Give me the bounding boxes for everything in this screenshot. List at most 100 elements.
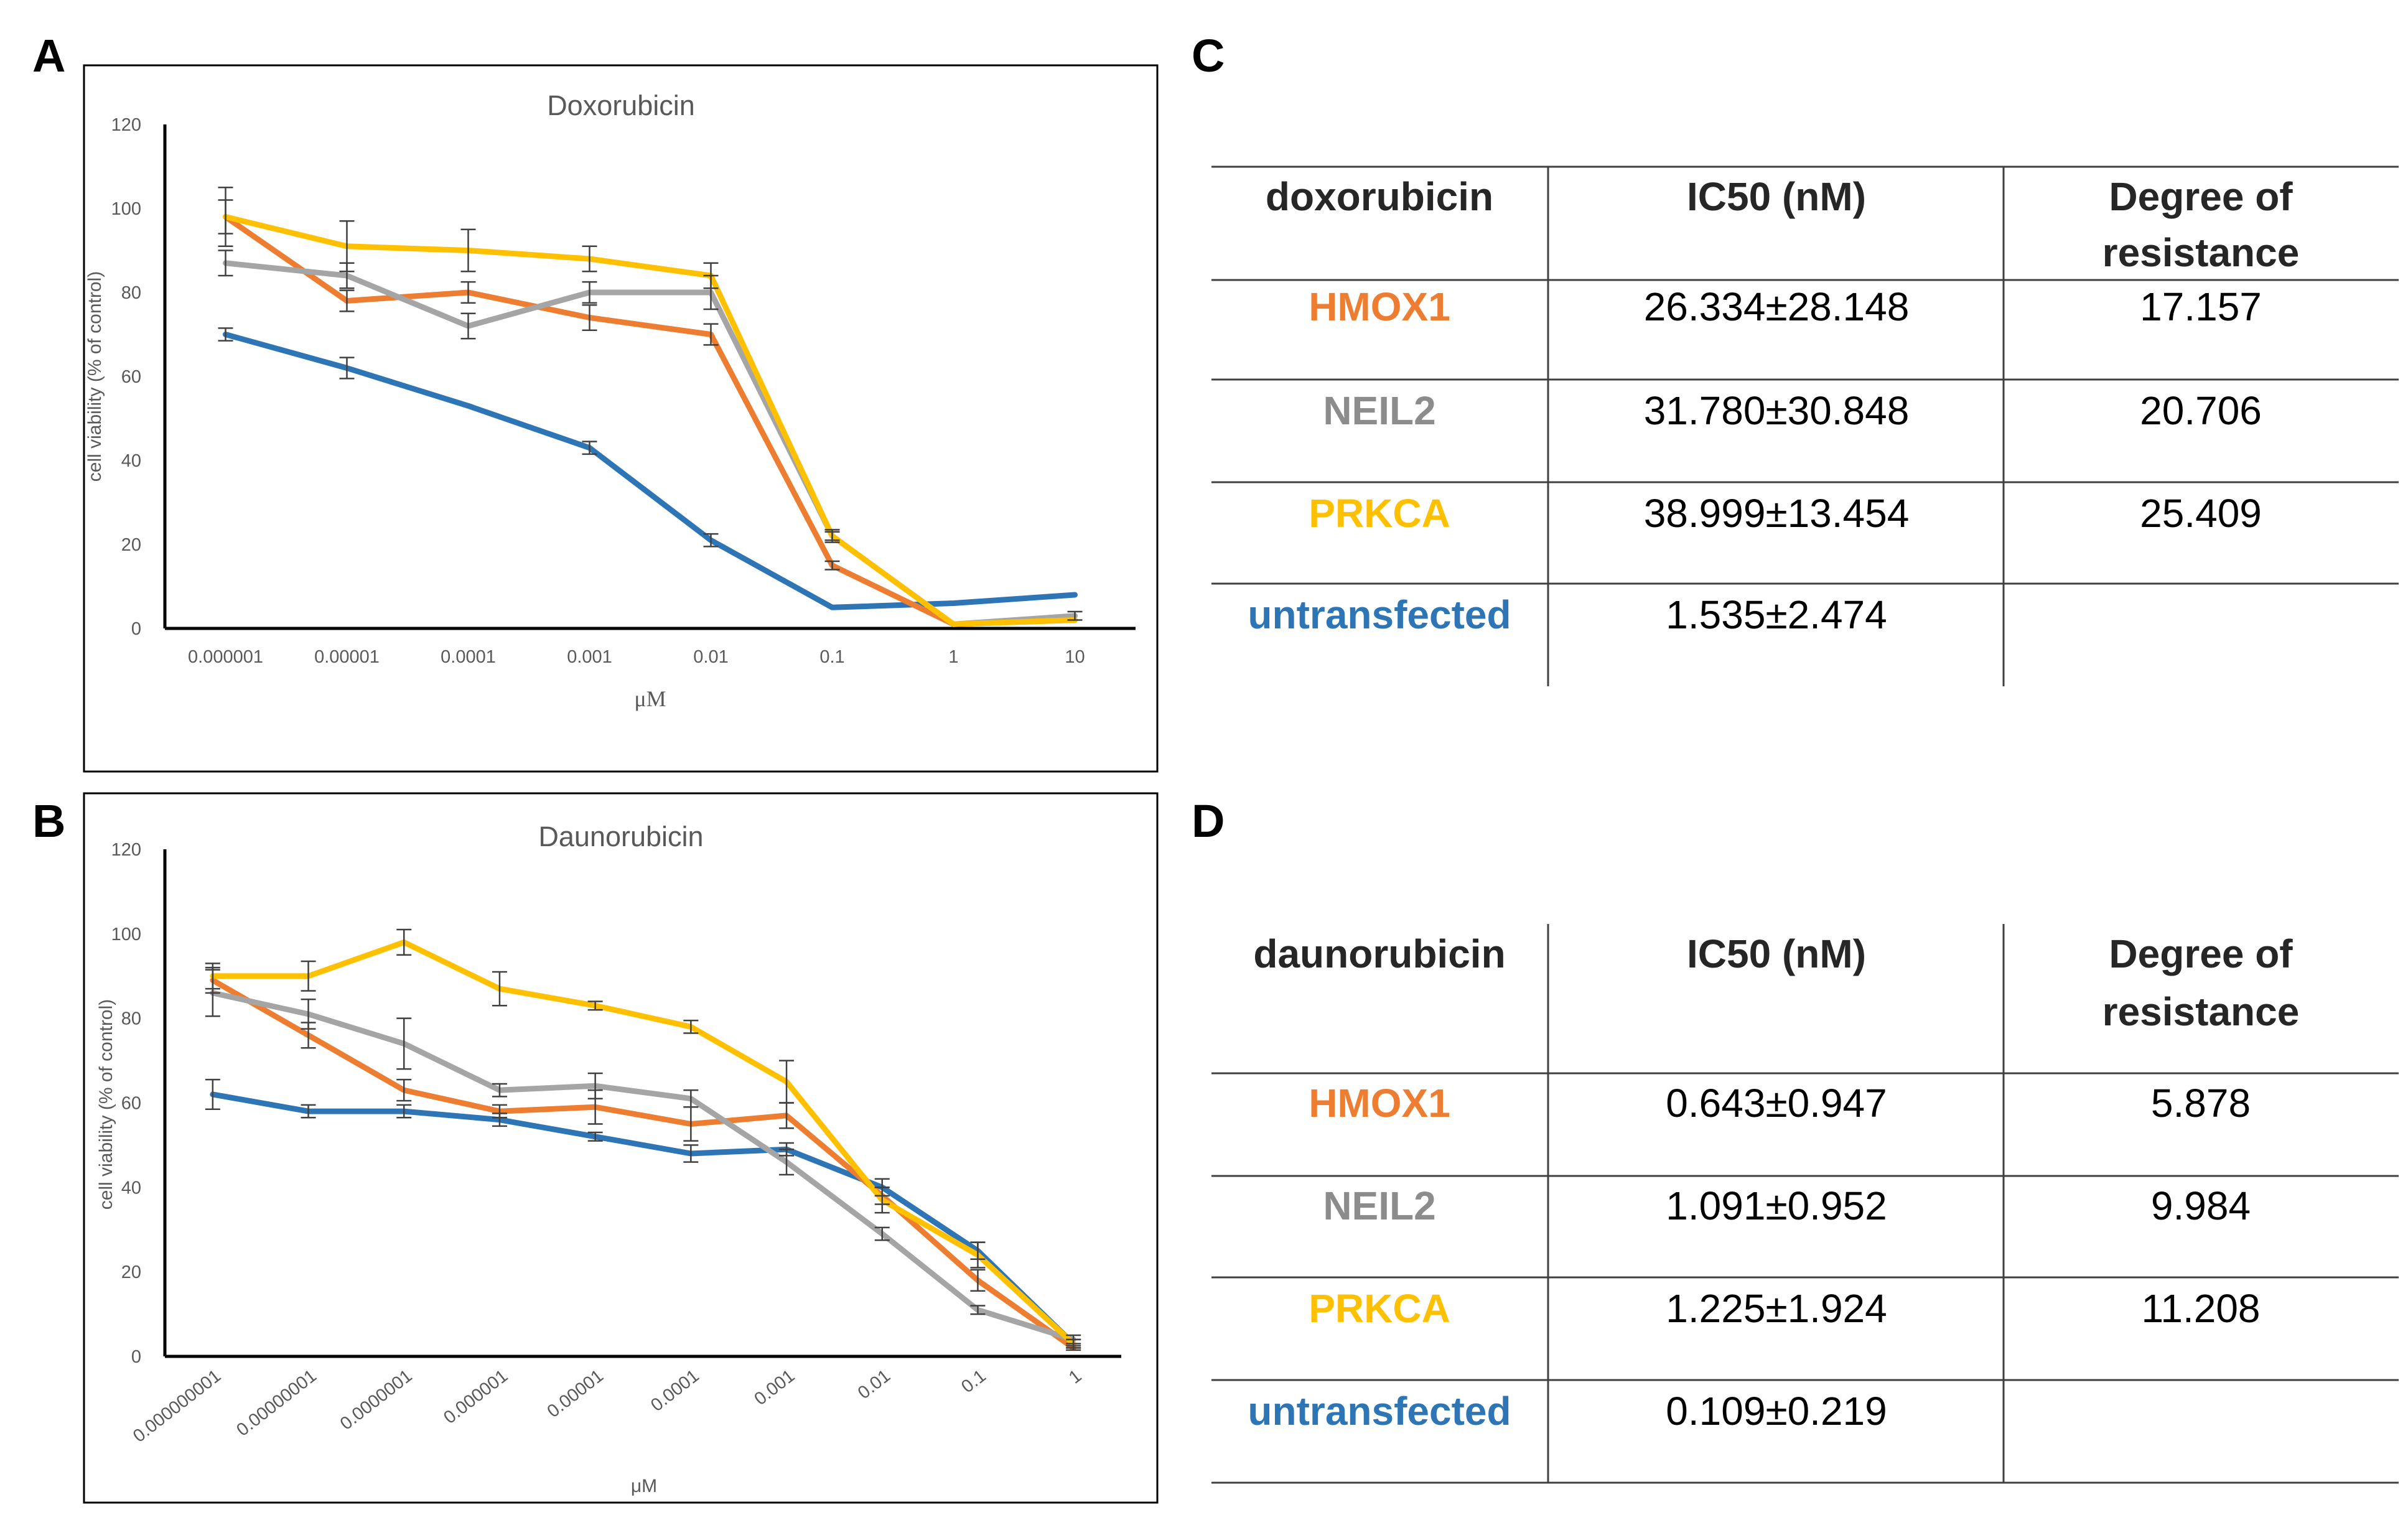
table-c-header-degree: Degree of (2109, 174, 2293, 219)
table-c-row-degree: 17.157 (2140, 284, 2262, 329)
charta-error-bar-untransfected (582, 441, 597, 455)
table-d-header-drug: daunorubicin (1253, 931, 1505, 976)
charta-error-bar-hmox1 (824, 560, 840, 571)
table-d-row-ic50: 1.225±1.924 (1666, 1286, 1887, 1331)
chart-a-title: Doxorubicin (547, 90, 695, 121)
chartb-error-bar-neil2 (874, 1226, 890, 1241)
chartb-x-tick-label: 0.00000001 (233, 1366, 320, 1440)
table-c-row-ic50: 31.780±30.848 (1644, 388, 1910, 433)
table-c-row-degree: 20.706 (2140, 388, 2262, 433)
table-d-header-resistance: resistance (2102, 989, 2300, 1034)
charta-x-tick-label: 0.001 (567, 647, 612, 667)
chartb-error-bar-neil2 (683, 1089, 699, 1108)
charta-y-tick-label: 80 (121, 283, 141, 303)
chartb-y-tick-label: 120 (111, 840, 141, 860)
chartb-error-bar-hmox1 (492, 1104, 507, 1119)
chartb-error-bar-neil2 (970, 1305, 986, 1315)
charta-error-bar-prkca (824, 531, 840, 541)
charta-y-axis-label: cell viability (% of control) (85, 271, 105, 482)
chartb-x-tick-label: 0.000001 (440, 1366, 511, 1428)
chartb-error-bar-neil2 (587, 1072, 603, 1099)
chart-a-frame (83, 64, 1159, 773)
chartb-y-tick-label: 80 (121, 1009, 141, 1029)
chartb-y-tick-label: 0 (131, 1347, 141, 1367)
chart-b-frame (83, 792, 1159, 1504)
charta-error-bar-untransfected (703, 533, 719, 548)
charta-y-tick-label: 20 (121, 535, 141, 555)
charta-x-tick-label: 0.00001 (314, 647, 380, 667)
table-c-row-name: PRKCA (1309, 491, 1450, 536)
charta-error-bar-neil2 (1067, 610, 1083, 621)
table-c: doxorubicin IC50 (nM) Degree of resistan… (1211, 166, 2399, 686)
table-c-header-ic50: IC50 (nM) (1687, 174, 1866, 219)
chart-a: 0 20 40 60 80 100 120 0.000001 0.00001 0.0001 0.00… (85, 115, 1136, 711)
charta-x-axis-label: μM (634, 686, 666, 711)
charta-error-bar-neil2 (218, 250, 233, 277)
chartb-x-tick-label: 1 (1065, 1366, 1085, 1387)
table-d-row-ic50: 1.091±0.952 (1666, 1183, 1887, 1228)
table-c-row-ic50: 38.999±13.454 (1644, 491, 1910, 536)
charta-y-tick-label: 60 (121, 367, 141, 387)
chartb-x-tick-label: 0.0001 (647, 1366, 703, 1415)
charta-error-bar-prkca (460, 228, 476, 273)
chartb-y-tick-label: 60 (121, 1094, 141, 1114)
charta-error-bar-untransfected (339, 357, 355, 380)
chartb-error-bar-prkca (970, 1241, 986, 1269)
charta-error-bar-hmox1 (460, 281, 476, 304)
panel-letter-d: D (1192, 795, 1225, 847)
chartb-x-axis-label: μM (631, 1476, 657, 1496)
table-d: daunorubicin IC50 (nM) Degree of resista… (1211, 924, 2399, 1484)
chartb-error-bar-neil2 (492, 1083, 507, 1098)
chartb-x-tick-label: 0.00001 (544, 1366, 607, 1422)
table-c-row-name: NEIL2 (1323, 388, 1435, 433)
chartb-y-tick-label: 100 (111, 925, 141, 944)
table-d-row-degree: 11.208 (2142, 1286, 2261, 1331)
charta-error-bar-hmox1 (703, 323, 719, 346)
panel-letter-a: A (32, 30, 65, 82)
chartb-series-neil2 (210, 990, 1076, 1343)
chartb-y-tick-label: 20 (121, 1262, 141, 1282)
charta-series-untransfected (223, 332, 1078, 610)
chartb-x-tick-label: 0.0000001 (337, 1366, 416, 1434)
chartb-x-tick-label: 0.1 (958, 1366, 989, 1397)
table-d-row-ic50: 0.109±0.219 (1666, 1389, 1887, 1434)
charta-error-bar-prkca (582, 245, 597, 273)
charta-x-tick-label: 10 (1065, 647, 1085, 667)
table-d-row-name: HMOX1 (1309, 1081, 1450, 1126)
table-c-header-resistance: resistance (2102, 230, 2300, 275)
chartb-error-bar-prkca (683, 1019, 699, 1034)
panel-letter-c: C (1192, 30, 1225, 82)
chartb-error-bar-prkca (492, 971, 507, 1007)
charta-y-tick-label: 40 (121, 451, 141, 471)
table-c-row-degree: 25.409 (2140, 491, 2262, 536)
chartb-error-bar-neil2 (396, 1017, 412, 1070)
charta-x-tick-label: 0.0001 (441, 647, 496, 667)
chartb-error-bar-prkca (396, 928, 412, 956)
chartb-error-bar-prkca (301, 960, 316, 992)
chartb-error-bar-prkca (205, 963, 220, 990)
table-d-header-ic50: IC50 (nM) (1687, 931, 1866, 976)
charta-x-tick-label: 0.1 (819, 647, 844, 667)
table-d-row-name: NEIL2 (1323, 1183, 1435, 1228)
table-d-row-degree: 5.878 (2151, 1081, 2251, 1126)
chartb-error-bar-neil2 (301, 998, 316, 1030)
table-d-row-name: untransfected (1248, 1389, 1511, 1434)
chartb-series-hmox1 (210, 977, 1076, 1351)
charta-error-bar-untransfected (218, 327, 233, 342)
chartb-y-axis-label: cell viability (% of control) (96, 999, 116, 1210)
chartb-error-bar-prkca (587, 1000, 603, 1011)
table-c-row-ic50: 26.334±28.148 (1644, 284, 1910, 329)
chartb-error-bar-hmox1 (396, 1078, 412, 1102)
table-d-row-name: PRKCA (1309, 1286, 1450, 1331)
charta-x-tick-label: 1 (948, 647, 958, 667)
charta-error-bar-prkca (218, 187, 233, 247)
chartb-series-prkca (210, 939, 1076, 1347)
charta-error-bar-prkca (339, 220, 355, 273)
table-c-row-ic50: 1.535±2.474 (1666, 592, 1887, 637)
charta-error-bar-neil2 (582, 281, 597, 304)
table-c-row-name: HMOX1 (1309, 284, 1450, 329)
chartb-error-bar-neil2 (779, 1148, 795, 1176)
chartb-x-tick-label: 0.000000001 (129, 1366, 225, 1446)
